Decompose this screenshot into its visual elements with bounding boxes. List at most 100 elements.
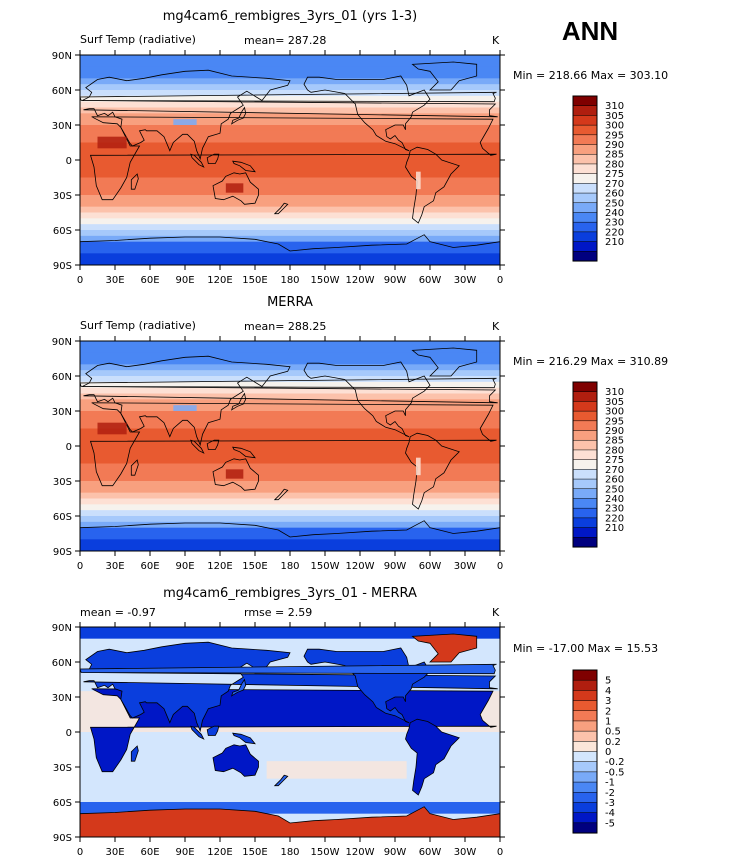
coastline-japan [231,106,247,125]
temperature-band [80,183,500,190]
temperature-band [80,457,500,465]
colorbar-swatch [572,105,598,116]
colorbar-swatch [572,802,598,814]
colorbar-swatch [572,761,598,773]
y-tick-label: 60N [52,658,72,669]
coastline-newguinea [232,732,256,745]
colorbar-label: 280 [605,445,624,456]
colorbar-swatch [572,781,598,793]
map-plot: 0 30E 60E 90E 120E 150E 180 150W 120W 90W 60W 30W 09… [52,336,505,572]
coastline-newzealand [273,488,289,501]
colorbar-label: 210 [605,523,624,534]
colorbar-swatch [572,212,598,223]
colorbar-label: 230 [605,504,624,515]
colorbar-swatch [572,537,598,548]
x-tick-label: 60E [140,275,159,286]
colorbar-swatch [572,163,598,175]
coastline-britain [80,377,497,389]
colorbar-label: 260 [605,475,624,486]
colorbar: 3103053002952902852802752702602502402302… [572,95,624,262]
temperature-band [80,136,500,144]
x-tick-label: 0 [77,561,83,572]
temperature-band [80,224,500,231]
colorbar-label: 220 [605,513,624,524]
x-tick-label: 0 [77,847,83,858]
colorbar-swatch [572,241,598,252]
x-tick-label: 60W [419,847,442,858]
x-tick-label: 90E [175,847,194,858]
colorbar-label: -1 [605,778,615,789]
coastline-namerica [303,361,431,438]
colorbar-label: 3 [605,696,611,707]
coastline-eurasia [82,355,498,447]
temperature-band [80,381,500,389]
y-tick-label: 60S [53,226,72,237]
season-label: ANN [562,16,618,46]
panel-title: MERRA [267,295,313,310]
panel-units-label: K [492,320,500,333]
x-tick-label: 30E [105,561,124,572]
temperature-band [80,387,500,395]
colorbar-label: 260 [605,189,624,200]
y-tick-label: 60N [52,372,72,383]
x-tick-label: 120E [207,561,232,572]
colorbar-swatch [572,469,598,480]
colorbar-swatch [572,488,598,500]
panel-left-label: Surf Temp (radiative) [80,33,196,46]
coastline-japan [231,678,247,697]
temperature-band [80,55,500,62]
colorbar-label: -3 [605,798,615,809]
temperature-band [80,66,500,74]
coastline-greenland [411,633,478,663]
coastline-australia [212,172,259,205]
temperature-band [80,428,500,435]
colorbar-swatch [572,134,598,146]
land-temperature-patch [97,422,127,435]
colorbar-frame [572,381,598,548]
colorbar-swatch [572,690,598,702]
temperature-band [80,119,500,126]
x-tick-label: 180 [280,561,299,572]
coastline-antarctica [80,234,500,265]
coastline-newzealand [273,202,289,215]
x-tick-label: 90E [175,561,194,572]
temperature-band [80,545,500,551]
temperature-band [80,352,500,360]
colorbar-label: 305 [605,111,624,122]
colorbar-swatch [572,449,598,461]
coastline-newzealand [273,774,289,787]
temperature-band [80,358,500,365]
coastline-greenland [411,61,478,91]
temperature-band [80,113,500,120]
panel-difference: mg4cam6_rembigres_3yrs_01 - MERRA mean =… [80,586,658,655]
x-tick-label: 0 [497,275,503,286]
colorbar-label: 300 [605,407,624,418]
colorbar-label: 0.5 [605,727,621,738]
x-tick-label: 30E [105,275,124,286]
coastline-japan [231,392,247,411]
temperature-band [80,411,500,418]
colorbar-swatch [572,153,598,165]
land-temperature-patch [173,405,197,411]
temperature-band [80,206,500,214]
panel-units-label: K [492,606,500,619]
temperature-band [80,230,500,237]
coastline-samerica [405,718,460,796]
temperature-band [80,481,500,488]
x-tick-label: 60E [140,561,159,572]
coastline-newguinea [232,160,256,173]
land-temperature-patch [173,119,197,125]
colorbar-label: 240 [605,208,624,219]
colorbar-swatch [572,144,598,155]
colorbar-swatch [572,478,598,490]
panel-title: mg4cam6_rembigres_3yrs_01 (yrs 1-3) [163,9,417,24]
colorbar-label: 250 [605,484,624,495]
x-tick-label: 30W [454,561,477,572]
x-tick-label: 90W [384,275,407,286]
x-tick-label: 120W [346,275,375,286]
colorbar-swatch [572,124,598,136]
temperature-band [80,90,500,97]
colorbar-label: 295 [605,416,624,427]
panel-left-label: Surf Temp (radiative) [80,319,196,332]
